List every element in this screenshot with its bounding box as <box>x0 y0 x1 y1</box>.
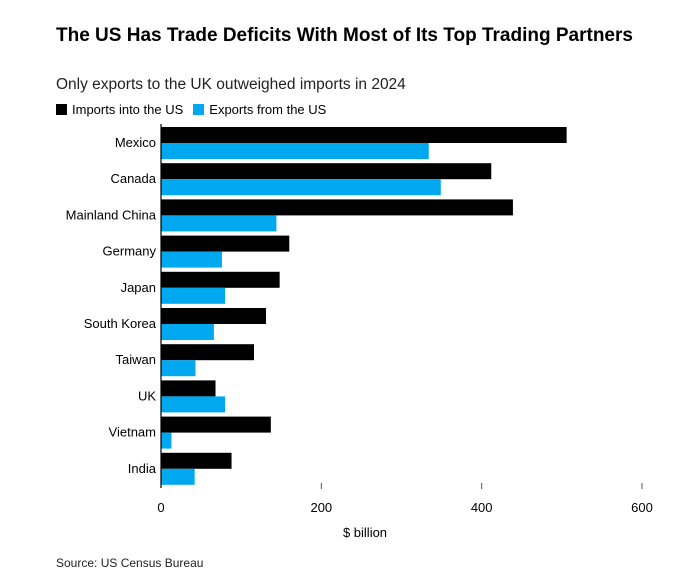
category-label: Vietnam <box>109 425 156 440</box>
legend-label-imports: Imports into the US <box>72 102 184 117</box>
bar-imports-south-korea <box>161 308 267 324</box>
legend-swatch-imports <box>56 104 67 115</box>
bar-imports-germany <box>161 235 290 252</box>
category-label: Mainland China <box>66 207 157 222</box>
bar-exports-taiwan <box>161 360 196 377</box>
category-label: UK <box>138 388 156 403</box>
legend-label-exports: Exports from the US <box>209 102 327 117</box>
legend-item-imports: Imports into the US <box>56 102 183 117</box>
bar-imports-india <box>161 452 232 469</box>
category-label: South Korea <box>84 316 157 331</box>
category-label: Japan <box>121 280 156 295</box>
bar-exports-japan <box>161 287 226 304</box>
legend-swatch-exports <box>193 104 205 115</box>
x-axis: 0 200 400 600 <box>157 124 653 515</box>
bar-exports-india <box>161 468 195 485</box>
x-tick-label: 200 <box>310 500 332 515</box>
bar-exports-mainland-china <box>161 215 277 232</box>
x-axis-label: $ billion <box>343 525 387 540</box>
bar-imports-uk <box>161 380 216 397</box>
bar-imports-taiwan <box>161 344 254 361</box>
bar-imports-vietnam <box>161 416 271 433</box>
bar-exports-mexico <box>161 143 429 159</box>
category-label: India <box>128 461 157 476</box>
bar-exports-south-korea <box>161 324 214 340</box>
source-note: Source: US Census Bureau <box>56 556 204 570</box>
chart-subtitle: Only exports to the UK outweighed import… <box>56 76 406 93</box>
category-label: Taiwan <box>116 352 156 367</box>
bars-layer <box>161 127 567 485</box>
bar-imports-mexico <box>161 127 567 143</box>
bar-exports-germany <box>161 251 222 268</box>
bar-exports-canada <box>161 179 441 196</box>
chart-legend: Imports into the US Exports from the US <box>56 102 336 117</box>
category-label: Germany <box>103 244 157 259</box>
legend-item-exports: Exports from the US <box>193 102 326 117</box>
bar-exports-uk <box>161 396 226 413</box>
bar-imports-mainland-china <box>161 199 513 216</box>
category-labels: Mexico Canada Mainland China Germany Japan So… <box>66 135 157 476</box>
x-tick-label: 600 <box>631 500 653 515</box>
x-tick-label: 0 <box>157 500 164 515</box>
bar-imports-japan <box>161 271 280 288</box>
bar-imports-canada <box>161 163 492 180</box>
bar-exports-vietnam <box>161 432 172 449</box>
category-label: Mexico <box>115 135 156 150</box>
chart-title: The US Has Trade Deficits With Most of I… <box>56 25 633 46</box>
category-label: Canada <box>110 171 156 186</box>
x-tick-label: 400 <box>471 500 493 515</box>
